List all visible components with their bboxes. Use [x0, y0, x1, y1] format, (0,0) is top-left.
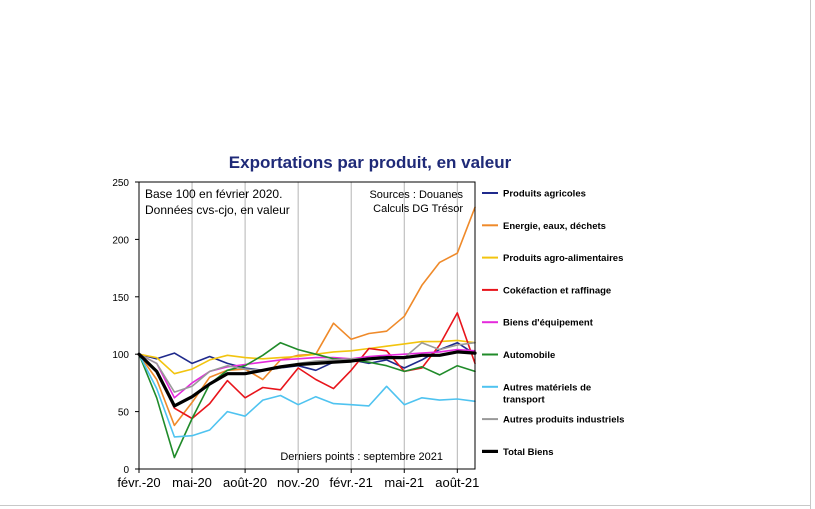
legend-label-9: Total Biens [503, 447, 554, 458]
series-line-9 [137, 350, 477, 408]
legend-label-7: transport [503, 394, 546, 405]
note-base: Base 100 en février 2020. [145, 187, 282, 201]
legend-label-7: Autres matériels de [503, 382, 591, 393]
x-tick-label: août-20 [223, 475, 267, 490]
y-tick-label: 150 [112, 293, 129, 304]
series-line-4 [138, 312, 476, 420]
legend-label-2: Energie, eaux, déchets [503, 221, 606, 232]
legend-label-4: Cokéfaction et raffinage [503, 285, 611, 296]
series-line-6 [138, 341, 476, 459]
series-line-5 [138, 348, 476, 399]
y-tick-label: 0 [123, 465, 129, 476]
x-tick-label: mai-20 [172, 475, 212, 490]
x-tick-label: août-21 [435, 475, 479, 490]
frame-bottom-rule [0, 505, 811, 506]
x-tick-label: févr.-20 [117, 475, 160, 490]
series-line-7 [138, 353, 476, 438]
legend-label-5: Biens d'équipement [503, 318, 594, 329]
x-tick-label: févr.-21 [330, 475, 373, 490]
legend-label-8: Autres produits industriels [503, 415, 624, 426]
series-line-3 [138, 339, 476, 375]
legend-label-3: Produits agro-alimentaires [503, 253, 623, 264]
series-line-2 [138, 206, 476, 427]
legend-label-1: Produits agricoles [503, 189, 586, 200]
legend: Produits agricoles Energie, eaux, déchets… [482, 189, 624, 458]
y-tick-label: 200 [112, 235, 129, 246]
y-tick-label: 250 [112, 178, 129, 189]
note-calculs: Calculs DG Trésor [373, 203, 463, 215]
y-tick-label: 100 [112, 350, 129, 361]
y-tick-label: 50 [118, 408, 130, 419]
note-sources: Sources : Douanes [369, 189, 463, 201]
note-data-type: Données cvs-cjo, en valeur [145, 203, 290, 217]
x-tick-label: mai-21 [384, 475, 424, 490]
legend-label-6: Automobile [503, 350, 555, 361]
plot-area-border [138, 181, 476, 470]
gridlines [191, 182, 458, 469]
frame-right-rule [810, 0, 811, 509]
note-last-points: Derniers points : septembre 2021 [280, 451, 443, 463]
series-line-1 [138, 341, 476, 372]
axes: févr.-20 mai-20 août-20 nov.-20 févr.-21 mai-… [112, 178, 479, 490]
chart-title: Exportations par produit, en valeur [229, 153, 512, 172]
series-lines [137, 206, 477, 459]
series-line-8 [138, 341, 476, 393]
x-tick-label: nov.-20 [277, 475, 319, 490]
